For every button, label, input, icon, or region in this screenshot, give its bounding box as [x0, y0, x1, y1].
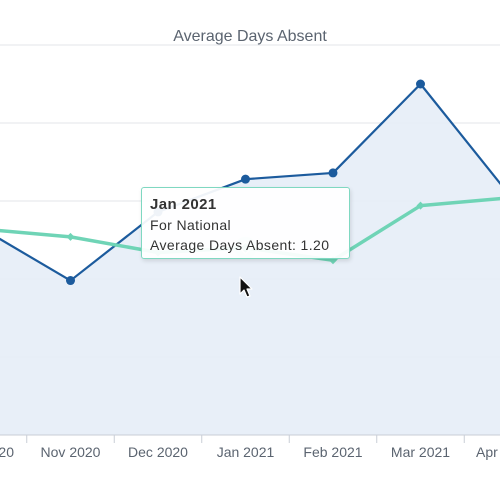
tooltip-series: For National	[150, 217, 232, 233]
series-1-point[interactable]	[241, 174, 250, 184]
x-tick-label: Nov 2020	[41, 444, 101, 460]
series-1-point[interactable]	[416, 79, 425, 89]
series-1-point[interactable]	[328, 168, 338, 178]
x-tick-label: Jan 2021	[217, 444, 275, 460]
series-2-point[interactable]	[416, 201, 425, 210]
chart-title: Average Days Absent	[173, 28, 327, 45]
tooltip-title: Jan 2021	[150, 196, 217, 213]
tooltip-value: Average Days Absent: 1.20	[150, 237, 330, 253]
x-tick-label: Dec 2020	[128, 444, 188, 460]
x-tick-label: 20	[0, 444, 14, 460]
x-tick-label: Feb 2021	[303, 444, 362, 460]
series-1-point[interactable]	[66, 276, 75, 286]
mouse-cursor-icon	[239, 276, 253, 298]
x-tick-label: Apr	[476, 444, 498, 460]
series-2-point[interactable]	[66, 232, 75, 241]
series-1-area	[0, 84, 500, 435]
x-tick-label: Mar 2021	[391, 444, 450, 460]
chart-tooltip: Jan 2021 For National Average Days Absen…	[141, 187, 350, 259]
